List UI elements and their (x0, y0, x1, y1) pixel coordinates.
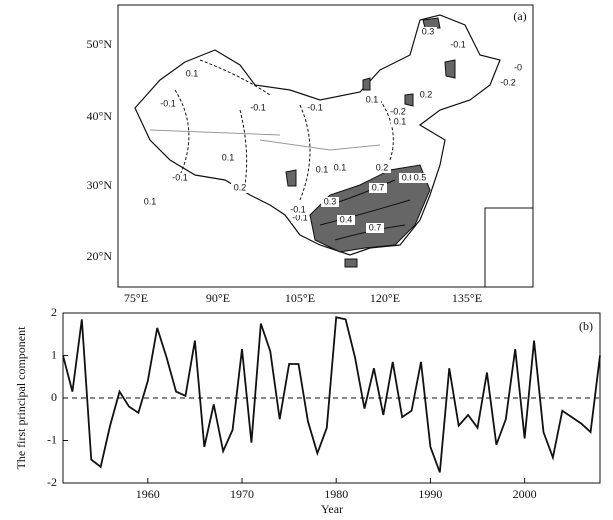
x-tick-label: 2000 (513, 487, 537, 501)
contour-label-bg (369, 183, 387, 193)
contour-label: 0.1 (334, 162, 347, 172)
contour-label: 0.3 (422, 26, 435, 36)
contour-label: -0.2 (500, 77, 516, 87)
contour-label: -0.1 (172, 172, 188, 182)
lon-label: 135°E (452, 291, 482, 305)
lat-label: 40°N (87, 109, 113, 123)
contour-label-bg (389, 107, 407, 117)
contour-label-bg (159, 99, 177, 109)
contour-label: -0.2 (390, 106, 406, 116)
lon-label: 75°E (124, 291, 148, 305)
country-outline (134, 14, 501, 256)
contour-label-bg (499, 78, 517, 88)
contour-label: 0.1 (366, 94, 379, 104)
contour-label: 0.1 (222, 152, 235, 162)
contour-label: -0 (514, 62, 522, 72)
y-tick-label: -2 (47, 475, 57, 489)
contour-label: 0.2 (420, 89, 433, 99)
contour-label-bg (509, 63, 527, 73)
contour-label-bg (249, 103, 267, 113)
contour-label-bg (313, 165, 331, 175)
contour-label-bg (366, 223, 384, 233)
inset-frame (484, 207, 534, 288)
x-tick-label: 1980 (324, 487, 348, 501)
contour-label-bg (363, 95, 381, 105)
contour-label: -0.1 (250, 102, 266, 112)
contour-label-bg (289, 205, 307, 215)
x-axis-label: Year (321, 502, 343, 516)
contour-label-bg (419, 27, 437, 37)
contour-label: 0.4 (340, 214, 353, 224)
panel-label: (a) (513, 9, 526, 23)
y-axis-label: The first principal component (14, 326, 28, 470)
contour-label: 0.1 (394, 116, 407, 126)
contour-label-bg (171, 173, 189, 183)
panel-label: (b) (579, 319, 593, 333)
contour-label: 0.5 (414, 172, 427, 182)
x-tick-label: 1960 (136, 487, 160, 501)
contour-label: -0.1 (307, 102, 323, 112)
shaded-region (309, 164, 431, 253)
boundary-lines (149, 129, 381, 151)
contour-label: 0.7 (369, 222, 382, 232)
lon-label: 90°E (206, 291, 230, 305)
x-tick-label: 1970 (230, 487, 254, 501)
lat-label: 20°N (87, 249, 113, 263)
contour-label-bg (141, 197, 159, 207)
y-tick-label: -1 (47, 432, 57, 446)
contour-label: 0.6 (402, 172, 415, 182)
contour-label: -0.1 (450, 39, 466, 49)
map-panel: (a) (117, 4, 534, 288)
contour-label: 0.1 (186, 68, 199, 78)
negative-contours (174, 59, 394, 201)
contour-label: 0.3 (324, 196, 337, 206)
lat-label: 30°N (87, 178, 113, 192)
shaded-spots (285, 17, 456, 187)
contour-label: 0.2 (234, 182, 247, 192)
contour-label-bg (399, 173, 417, 183)
contour-label-bg (373, 163, 391, 173)
x-tick-label: 1990 (418, 487, 442, 501)
contour-label: 0.1 (316, 164, 329, 174)
contour-label-bg (219, 153, 237, 163)
contour-label-bg (449, 40, 467, 50)
contour-label-bg (331, 163, 349, 173)
contour-label-bg (411, 173, 429, 183)
contour-label-bg (291, 213, 309, 223)
contour-label-bg (417, 90, 435, 100)
lon-label: 120°E (370, 291, 400, 305)
lon-label: 105°E (285, 291, 315, 305)
island (344, 258, 358, 268)
y-tick-label: 0 (51, 390, 57, 404)
contour-label-bg (337, 215, 355, 225)
contour-label: -0.1 (160, 98, 176, 108)
contour-label-bg (321, 197, 339, 207)
contour-label-bg (231, 183, 249, 193)
lat-label: 50°N (87, 37, 113, 51)
contour-label: 0.2 (376, 162, 389, 172)
contour-label: 0.7 (372, 182, 385, 192)
contour-label-bg (306, 103, 324, 113)
contour-label-bg (183, 69, 201, 79)
contour-label: -0.1 (292, 212, 308, 222)
y-tick-label: 2 (51, 305, 57, 319)
contour-label: 0.1 (144, 196, 157, 206)
data-line (62, 316, 601, 473)
contour-label-bg (391, 117, 409, 127)
y-tick-label: 1 (51, 347, 57, 361)
contour-label: -0.1 (290, 204, 306, 214)
